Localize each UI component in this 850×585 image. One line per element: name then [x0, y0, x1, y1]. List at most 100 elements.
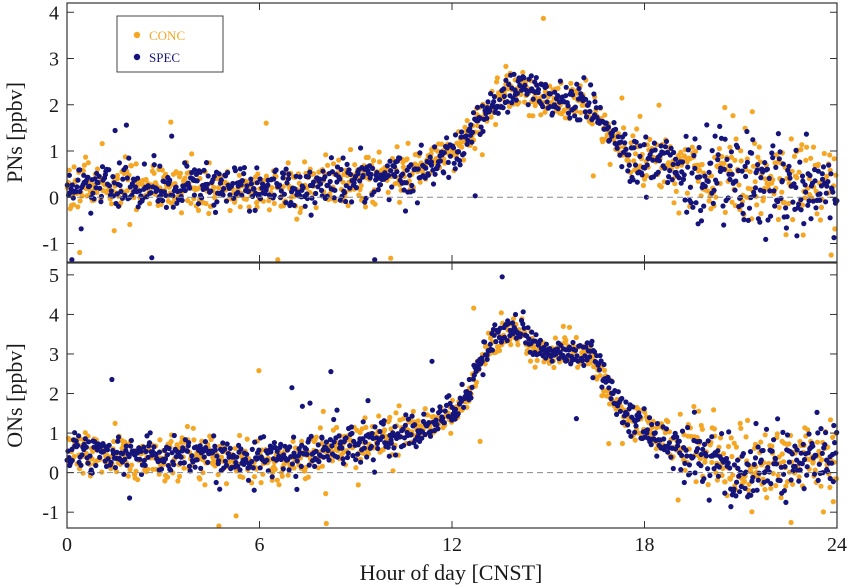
conc-point — [70, 202, 77, 208]
spec-point — [771, 437, 777, 443]
spec-point — [678, 467, 684, 473]
spec-point — [812, 178, 818, 184]
conc-point — [83, 450, 89, 456]
conc-point — [336, 157, 342, 163]
spec-point — [476, 366, 482, 372]
spec-point — [272, 444, 278, 450]
spec-point — [479, 358, 485, 365]
spec-point — [796, 478, 802, 484]
spec-point — [127, 495, 133, 501]
conc-point — [285, 472, 291, 478]
spec-point — [280, 175, 286, 181]
spec-point — [156, 449, 163, 455]
conc-point — [81, 162, 87, 168]
spec-point — [800, 441, 806, 447]
spec-point — [297, 174, 303, 180]
conc-point — [575, 364, 581, 370]
spec-point — [617, 408, 624, 414]
conc-point — [820, 509, 827, 515]
conc-point — [672, 181, 678, 187]
spec-point — [222, 458, 228, 464]
conc-point — [285, 160, 291, 166]
spec-point — [432, 171, 438, 177]
spec-point — [570, 92, 576, 98]
spec-point — [691, 409, 698, 415]
spec-point — [493, 339, 499, 345]
spec-point — [249, 458, 255, 465]
spec-point — [427, 433, 434, 439]
spec-point — [189, 453, 195, 459]
conc-point — [145, 466, 151, 472]
spec-point — [246, 208, 253, 214]
spec-point — [583, 344, 589, 350]
spec-point — [727, 176, 733, 182]
spec-point — [106, 167, 112, 173]
spec-point — [375, 187, 381, 193]
spec-point — [278, 441, 284, 447]
conc-point — [124, 188, 130, 194]
conc-point — [815, 161, 821, 167]
legend-label-spec: SPEC — [149, 50, 180, 65]
spec-point — [743, 173, 749, 179]
x-tick-label: 12 — [442, 534, 462, 556]
spec-point — [537, 337, 544, 343]
spec-point — [574, 353, 580, 359]
spec-point — [528, 73, 534, 79]
conc-point — [727, 476, 734, 482]
spec-point — [77, 188, 83, 195]
conc-point — [355, 482, 361, 488]
spec-point — [742, 485, 748, 491]
spec-point — [211, 433, 217, 439]
spec-point — [151, 153, 157, 159]
conc-point — [573, 334, 579, 341]
spec-point — [447, 400, 453, 407]
spec-point — [505, 320, 512, 326]
spec-point — [558, 342, 564, 348]
conc-point — [755, 154, 761, 160]
conc-point — [216, 185, 222, 191]
spec-point — [765, 217, 771, 223]
conc-point — [80, 470, 86, 476]
spec-point — [257, 195, 263, 202]
conc-point — [397, 199, 403, 205]
spec-point — [191, 167, 198, 173]
spec-point — [543, 355, 549, 361]
spec-point — [168, 467, 174, 473]
spec-point — [632, 162, 639, 168]
spec-point — [644, 427, 651, 433]
conc-point — [741, 478, 748, 484]
spec-point — [731, 462, 738, 468]
spec-point — [169, 133, 175, 139]
x-tick-label: 0 — [62, 534, 72, 556]
spec-point — [501, 93, 507, 99]
spec-point — [238, 182, 244, 188]
spec-point — [772, 456, 779, 462]
spec-point — [347, 171, 354, 177]
spec-point — [739, 202, 745, 208]
spec-point — [786, 171, 793, 177]
conc-point — [71, 164, 77, 170]
spec-point — [799, 173, 806, 179]
spec-point — [804, 464, 810, 470]
conc-point — [263, 173, 269, 179]
conc-point — [319, 463, 325, 469]
spec-point — [87, 453, 93, 459]
spec-point — [201, 454, 207, 460]
conc-point — [317, 425, 323, 431]
conc-point — [313, 205, 319, 211]
spec-point — [203, 185, 209, 191]
conc-point — [678, 149, 684, 155]
spec-point — [435, 426, 441, 432]
spec-point — [484, 115, 490, 121]
spec-point — [306, 462, 312, 468]
spec-point — [239, 192, 245, 198]
conc-point — [814, 439, 821, 445]
y-tick-label: 5 — [49, 265, 59, 287]
spec-point — [723, 455, 730, 462]
spec-point — [581, 75, 587, 81]
spec-point — [782, 464, 788, 470]
conc-point — [388, 426, 394, 432]
spec-point — [105, 456, 111, 462]
spec-point — [501, 86, 507, 92]
spec-point — [123, 164, 129, 170]
